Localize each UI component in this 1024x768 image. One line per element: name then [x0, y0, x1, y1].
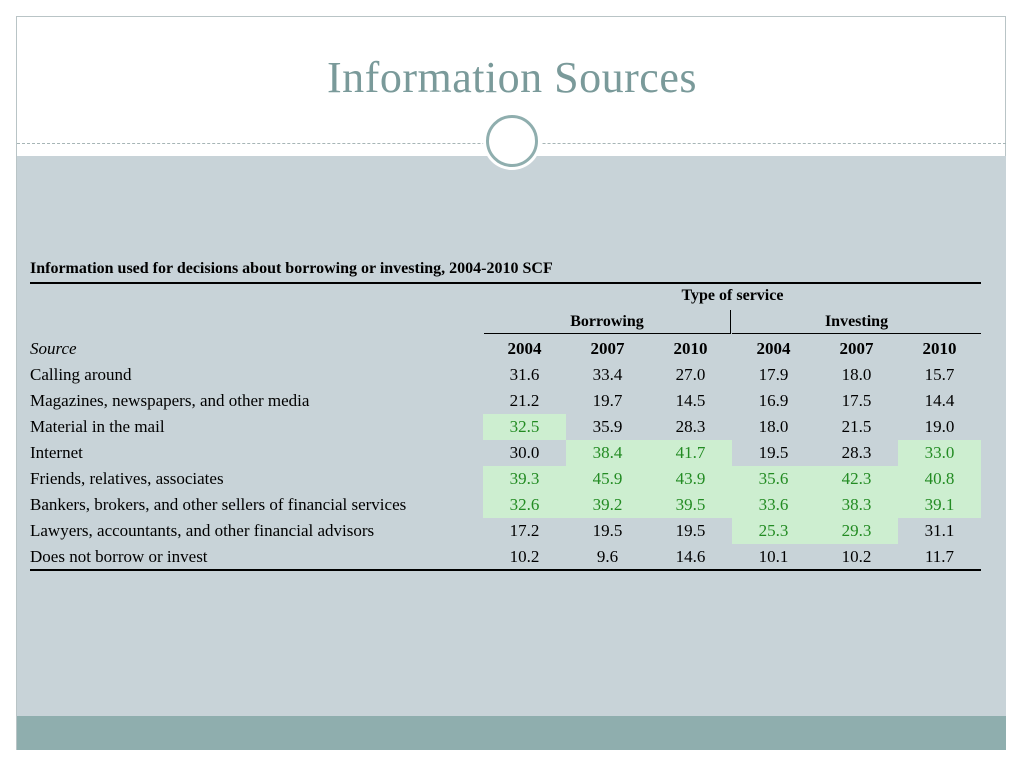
- table-row: Calling around 31.6 33.4 27.0 17.9 18.0 15.7: [30, 362, 981, 388]
- table-cell: 40.8: [898, 466, 981, 492]
- table-cell: 19.5: [758, 443, 789, 462]
- footer-band: [17, 716, 1006, 750]
- table-cell: 32.6: [483, 492, 566, 518]
- source-label: Calling around: [30, 365, 132, 384]
- source-label: Magazines, newspapers, and other media: [30, 391, 310, 410]
- table-row: Friends, relatives, associates 39.3 45.9 43…: [30, 466, 981, 492]
- table-cell: 19.0: [924, 417, 955, 436]
- type-of-service-header: Type of service: [681, 287, 784, 304]
- table-row: Magazines, newspapers, and other media 21…: [30, 388, 981, 414]
- table-row: Material in the mail 32.5 35.9 28.3 18.0 21.5…: [30, 414, 981, 440]
- slide-title: Information Sources: [327, 53, 697, 102]
- year-header: 2007: [839, 339, 874, 358]
- table-cell: 27.0: [675, 365, 706, 384]
- table-cell: 45.9: [566, 466, 649, 492]
- table-cell: 31.6: [509, 365, 540, 384]
- table-cell: 18.0: [841, 365, 872, 384]
- table-cell: 35.9: [592, 417, 623, 436]
- table-cell: 21.2: [509, 391, 540, 410]
- table-cell: 28.3: [841, 443, 872, 462]
- year-header: 2007: [590, 339, 625, 358]
- year-header: 2004: [507, 339, 542, 358]
- source-label: Internet: [30, 443, 83, 462]
- table-cell: 41.7: [649, 440, 732, 466]
- table-row: Does not borrow or invest 10.2 9.6 14.6 10.1…: [30, 544, 981, 570]
- table-cell: 39.2: [566, 492, 649, 518]
- source-label: Lawyers, accountants, and other financia…: [30, 521, 375, 540]
- table-cell: 19.5: [675, 521, 706, 540]
- source-label: Material in the mail: [30, 417, 165, 436]
- table-cell: 33.0: [898, 440, 981, 466]
- table-cell: 14.4: [924, 391, 955, 410]
- table-cell: 39.1: [898, 492, 981, 518]
- table-cell: 9.6: [596, 547, 619, 566]
- table-cell: 14.6: [675, 547, 706, 566]
- table-cell: 42.3: [815, 466, 898, 492]
- table-title: Information used for decisions about bor…: [30, 260, 981, 284]
- circle-ornament-ring: [486, 115, 538, 167]
- table-cell: 10.2: [841, 547, 872, 566]
- table-cell: 19.5: [592, 521, 623, 540]
- year-header: 2004: [756, 339, 791, 358]
- table-cell: 17.9: [758, 365, 789, 384]
- source-label: Friends, relatives, associates: [30, 469, 224, 488]
- table-cell: 15.7: [924, 365, 955, 384]
- table-cell: 33.6: [732, 492, 815, 518]
- table-header-row: Source 2004 2007 2010 2004 2007 2010: [30, 336, 981, 362]
- table-cell: 35.6: [732, 466, 815, 492]
- table-cell: 19.7: [592, 391, 623, 410]
- table-cell: 43.9: [649, 466, 732, 492]
- source-label: Bankers, brokers, and other sellers of f…: [30, 495, 407, 514]
- source-label: Does not borrow or invest: [30, 547, 208, 566]
- year-header: 2010: [922, 339, 957, 358]
- table-cell: 10.1: [758, 547, 789, 566]
- table-cell: 18.0: [758, 417, 789, 436]
- table-cell: 32.5: [483, 414, 566, 440]
- table-row: Lawyers, accountants, and other financia…: [30, 518, 981, 544]
- table-cell: 14.5: [675, 391, 706, 410]
- year-header: 2010: [673, 339, 708, 358]
- table-cell: 10.2: [509, 547, 540, 566]
- table-cell: 31.1: [924, 521, 955, 540]
- table-cell: 25.3: [732, 518, 815, 544]
- group-header-investing: Investing: [732, 313, 981, 334]
- table-cell: 29.3: [815, 518, 898, 544]
- table-cell: 11.7: [924, 547, 955, 566]
- table-cell: 39.5: [649, 492, 732, 518]
- source-column-header: Source: [30, 339, 77, 358]
- table-cell: 39.3: [483, 466, 566, 492]
- table-cell: 21.5: [841, 417, 872, 436]
- table-cell: 16.9: [758, 391, 789, 410]
- table-cell: 28.3: [675, 417, 706, 436]
- table-cell: 17.2: [509, 521, 540, 540]
- table-row: Internet 30.0 38.4 41.7 19.5 28.3 33.0: [30, 440, 981, 466]
- group-divider: [730, 310, 731, 334]
- table-row: Bankers, brokers, and other sellers of f…: [30, 492, 981, 518]
- table-cell: 33.4: [592, 365, 623, 384]
- table-cell: 38.4: [566, 440, 649, 466]
- table-bottom-rule: [30, 569, 981, 571]
- table-cell: 17.5: [841, 391, 872, 410]
- group-header-borrowing: Borrowing: [484, 313, 730, 334]
- table-cell: 38.3: [815, 492, 898, 518]
- table-cell: 30.0: [509, 443, 540, 462]
